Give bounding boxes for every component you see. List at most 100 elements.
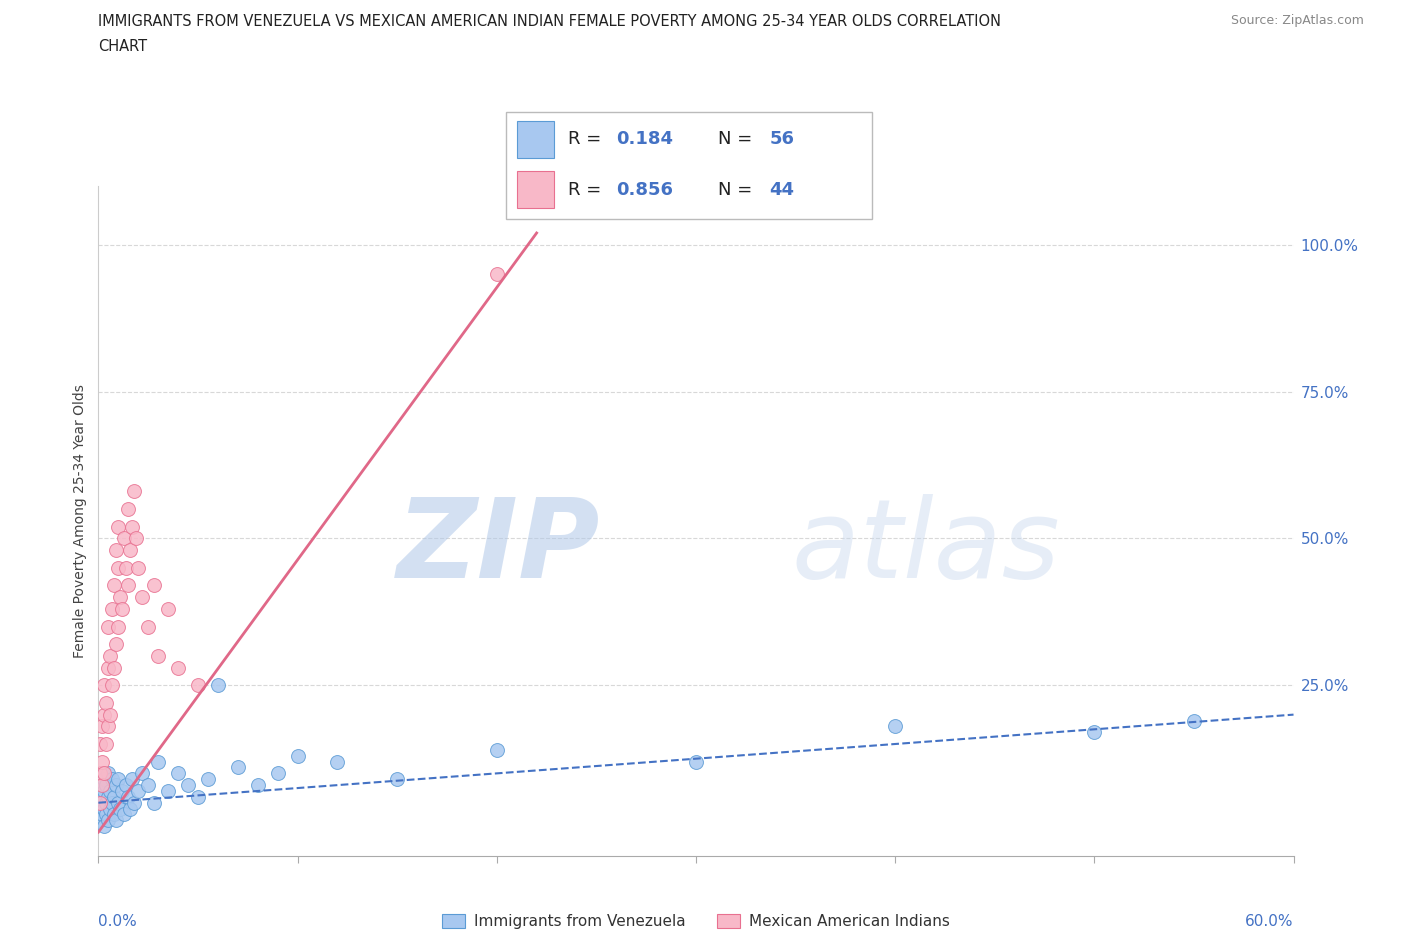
Point bbox=[97, 660, 120, 675]
Y-axis label: Female Poverty Among 25-34 Year Olds: Female Poverty Among 25-34 Year Olds bbox=[73, 384, 87, 658]
Text: IMMIGRANTS FROM VENEZUELA VS MEXICAN AMERICAN INDIAN FEMALE POVERTY AMONG 25-34 : IMMIGRANTS FROM VENEZUELA VS MEXICAN AME… bbox=[98, 14, 1001, 29]
Point bbox=[105, 543, 128, 558]
Point bbox=[93, 818, 115, 833]
Point bbox=[187, 790, 209, 804]
Point bbox=[117, 790, 139, 804]
Point bbox=[267, 766, 290, 781]
Point bbox=[89, 813, 111, 828]
Point bbox=[187, 678, 209, 693]
Point bbox=[96, 777, 118, 792]
Point bbox=[96, 795, 118, 810]
Point bbox=[93, 707, 115, 722]
Point bbox=[103, 660, 125, 675]
Point bbox=[91, 754, 114, 769]
Point bbox=[124, 795, 146, 810]
Point bbox=[107, 619, 129, 634]
Point bbox=[96, 737, 118, 751]
Point bbox=[121, 519, 143, 534]
FancyBboxPatch shape bbox=[517, 121, 554, 157]
Point bbox=[197, 772, 219, 787]
Point bbox=[136, 619, 159, 634]
Point bbox=[884, 719, 907, 734]
Point bbox=[385, 772, 409, 787]
Point bbox=[98, 784, 122, 799]
Point bbox=[1182, 713, 1205, 728]
Legend: Immigrants from Venezuela, Mexican American Indians: Immigrants from Venezuela, Mexican Ameri… bbox=[436, 908, 956, 930]
Text: 0.856: 0.856 bbox=[616, 180, 673, 199]
Text: 56: 56 bbox=[769, 130, 794, 149]
Point bbox=[98, 801, 122, 816]
Point bbox=[207, 678, 229, 693]
Point bbox=[98, 707, 122, 722]
Point bbox=[97, 790, 120, 804]
Point bbox=[101, 678, 124, 693]
Point bbox=[101, 795, 124, 810]
Point bbox=[103, 807, 125, 822]
Point bbox=[89, 737, 111, 751]
Point bbox=[89, 766, 111, 781]
Point bbox=[167, 660, 190, 675]
Point bbox=[326, 754, 349, 769]
Point bbox=[157, 602, 180, 617]
Point bbox=[167, 766, 190, 781]
Text: 0.184: 0.184 bbox=[616, 130, 673, 149]
Text: N =: N = bbox=[718, 130, 758, 149]
Point bbox=[112, 531, 135, 546]
Point bbox=[143, 578, 166, 592]
Point bbox=[91, 807, 114, 822]
Text: atlas: atlas bbox=[792, 494, 1060, 601]
Point bbox=[96, 807, 118, 822]
Point bbox=[111, 784, 134, 799]
Point bbox=[131, 766, 153, 781]
Point bbox=[127, 784, 149, 799]
Text: Source: ZipAtlas.com: Source: ZipAtlas.com bbox=[1230, 14, 1364, 27]
Point bbox=[107, 795, 129, 810]
Point bbox=[105, 813, 128, 828]
Text: 60.0%: 60.0% bbox=[1246, 914, 1294, 929]
Point bbox=[125, 531, 148, 546]
Point bbox=[121, 772, 143, 787]
Point bbox=[117, 501, 139, 516]
Text: 44: 44 bbox=[769, 180, 794, 199]
Point bbox=[287, 749, 309, 764]
Point bbox=[120, 543, 142, 558]
FancyBboxPatch shape bbox=[506, 112, 872, 219]
Text: R =: R = bbox=[568, 180, 607, 199]
Point bbox=[93, 784, 115, 799]
Text: 0.0%: 0.0% bbox=[98, 914, 138, 929]
Point bbox=[117, 578, 139, 592]
Point bbox=[111, 602, 134, 617]
Text: ZIP: ZIP bbox=[396, 494, 600, 601]
Point bbox=[97, 813, 120, 828]
Point bbox=[93, 801, 115, 816]
Point bbox=[89, 795, 111, 810]
Point bbox=[98, 648, 122, 663]
Point bbox=[107, 561, 129, 576]
Point bbox=[97, 719, 120, 734]
Point bbox=[115, 561, 138, 576]
Point bbox=[101, 602, 124, 617]
Point bbox=[226, 760, 249, 775]
Point bbox=[127, 561, 149, 576]
Point bbox=[105, 637, 128, 652]
Point bbox=[89, 777, 111, 792]
Point bbox=[485, 267, 508, 282]
Point bbox=[103, 790, 125, 804]
Text: N =: N = bbox=[718, 180, 758, 199]
Point bbox=[97, 619, 120, 634]
FancyBboxPatch shape bbox=[517, 171, 554, 208]
Point bbox=[97, 766, 120, 781]
Point bbox=[91, 719, 114, 734]
Point bbox=[93, 678, 115, 693]
Point bbox=[110, 590, 132, 604]
Point bbox=[93, 772, 115, 787]
Point bbox=[157, 784, 180, 799]
Point bbox=[93, 766, 115, 781]
Point bbox=[107, 519, 129, 534]
Point bbox=[112, 807, 135, 822]
Point bbox=[131, 590, 153, 604]
Point bbox=[110, 801, 132, 816]
Point bbox=[91, 790, 114, 804]
Point bbox=[148, 648, 170, 663]
Point bbox=[124, 484, 146, 498]
